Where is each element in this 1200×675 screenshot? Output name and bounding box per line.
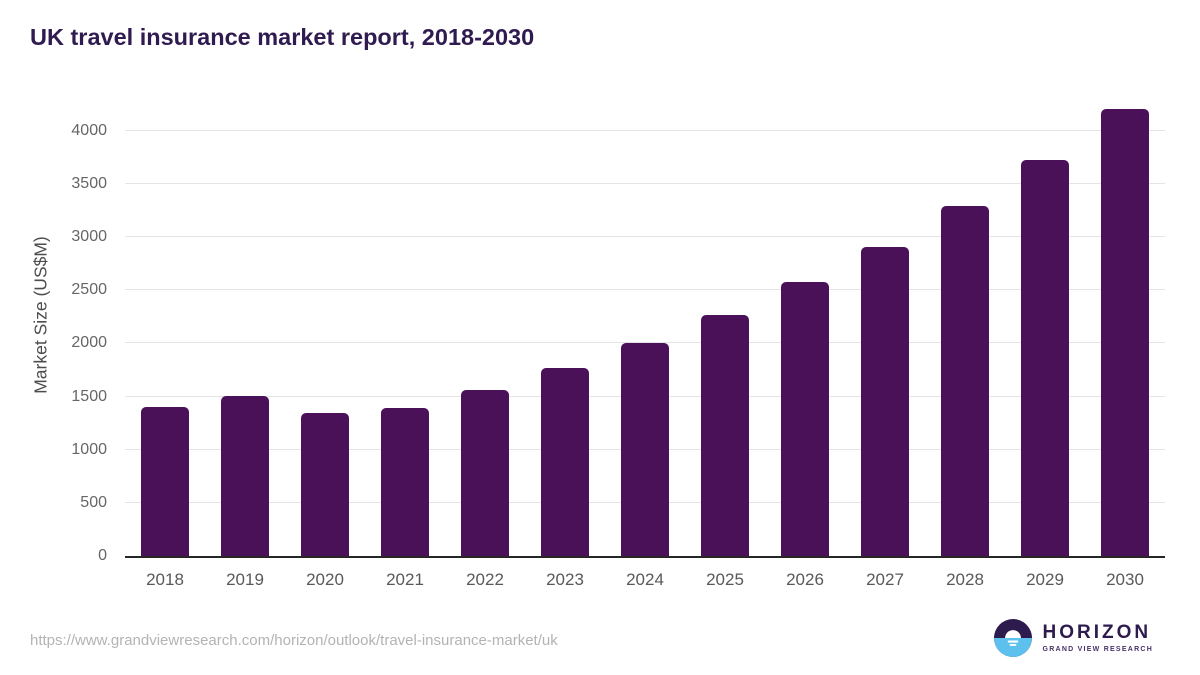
gridline-2500 bbox=[125, 289, 1165, 291]
bar-column-2026: 2026 bbox=[765, 110, 845, 589]
y-axis-tick-4000: 4000 bbox=[71, 121, 107, 139]
bar-2029 bbox=[1021, 160, 1069, 556]
y-axis-tick-1000: 1000 bbox=[71, 440, 107, 458]
x-axis-label-2020: 2020 bbox=[306, 569, 344, 589]
bar-2019 bbox=[221, 396, 269, 556]
x-axis-label-2030: 2030 bbox=[1106, 569, 1144, 589]
bar-column-2024: 2024 bbox=[605, 110, 685, 589]
x-axis-label-2023: 2023 bbox=[546, 569, 584, 589]
gridline-4000 bbox=[125, 129, 1165, 131]
bars-container: 2018 2019 2020 2021 2022 2023 2024 2025 2026 2027… bbox=[125, 108, 1165, 589]
horizon-logo: HORIZON GRAND VIEW RESEARCH bbox=[993, 619, 1153, 657]
x-axis-label-2018: 2018 bbox=[146, 569, 184, 589]
x-axis-label-2025: 2025 bbox=[706, 569, 744, 589]
bar-column-2019: 2019 bbox=[205, 110, 285, 589]
x-axis-label-2026: 2026 bbox=[786, 569, 824, 589]
horizon-sunrise-circle-icon bbox=[993, 619, 1032, 657]
bar-2023 bbox=[541, 368, 589, 556]
x-axis-label-2022: 2022 bbox=[466, 569, 504, 589]
logo-subtitle: GRAND VIEW RESEARCH bbox=[1042, 645, 1153, 653]
bar-2018 bbox=[141, 407, 189, 556]
bar-2020 bbox=[301, 413, 349, 556]
bar-2028 bbox=[941, 205, 989, 556]
x-axis-label-2029: 2029 bbox=[1026, 569, 1064, 589]
x-axis-label-2028: 2028 bbox=[946, 569, 984, 589]
bar-2026 bbox=[781, 281, 829, 556]
y-axis-tick-1500: 1500 bbox=[71, 387, 107, 405]
plot-area: 0 500 1000 1500 2000 2500 3000 3500 4000 2018 2019… bbox=[71, 108, 1165, 589]
x-axis-label-2027: 2027 bbox=[866, 569, 904, 589]
bar-column-2020: 2020 bbox=[285, 110, 365, 589]
y-axis-tick-3000: 3000 bbox=[71, 228, 107, 246]
gridline-3000 bbox=[125, 236, 1165, 238]
bar-column-2018: 2018 bbox=[125, 110, 205, 589]
x-axis-label-2024: 2024 bbox=[626, 569, 664, 589]
y-axis-tick-2000: 2000 bbox=[71, 334, 107, 352]
bar-column-2030: 2030 bbox=[1085, 108, 1165, 589]
bar-2027 bbox=[861, 247, 909, 556]
bar-column-2023: 2023 bbox=[525, 110, 605, 589]
y-axis-title: Market Size (US$M) bbox=[30, 236, 51, 394]
bar-column-2029: 2029 bbox=[1005, 110, 1085, 589]
bar-2024 bbox=[621, 342, 669, 556]
y-axis-tick-2500: 2500 bbox=[71, 281, 107, 299]
bar-2025 bbox=[701, 314, 749, 556]
y-axis-tick-3500: 3500 bbox=[71, 175, 107, 193]
logo-name: HORIZON bbox=[1042, 622, 1152, 644]
bar-column-2022: 2022 bbox=[445, 110, 525, 589]
y-axis-tick-0: 0 bbox=[98, 547, 107, 564]
bar-2030 bbox=[1101, 108, 1149, 556]
page-title: UK travel insurance market report, 2018-… bbox=[30, 24, 535, 50]
gridline-3500 bbox=[125, 183, 1165, 185]
y-axis-tick-500: 500 bbox=[80, 493, 107, 511]
x-axis-label-2021: 2021 bbox=[386, 569, 424, 589]
horizon-logo-text: HORIZON GRAND VIEW RESEARCH bbox=[1042, 622, 1153, 653]
bar-2022 bbox=[461, 389, 509, 556]
x-axis-label-2019: 2019 bbox=[226, 569, 264, 589]
bar-column-2025: 2025 bbox=[685, 110, 765, 589]
bar-2021 bbox=[381, 407, 429, 556]
bar-column-2027: 2027 bbox=[845, 110, 925, 589]
source-url: https://www.grandviewresearch.com/horizo… bbox=[30, 632, 558, 649]
bar-column-2021: 2021 bbox=[365, 110, 445, 589]
bar-column-2028: 2028 bbox=[925, 110, 1005, 589]
